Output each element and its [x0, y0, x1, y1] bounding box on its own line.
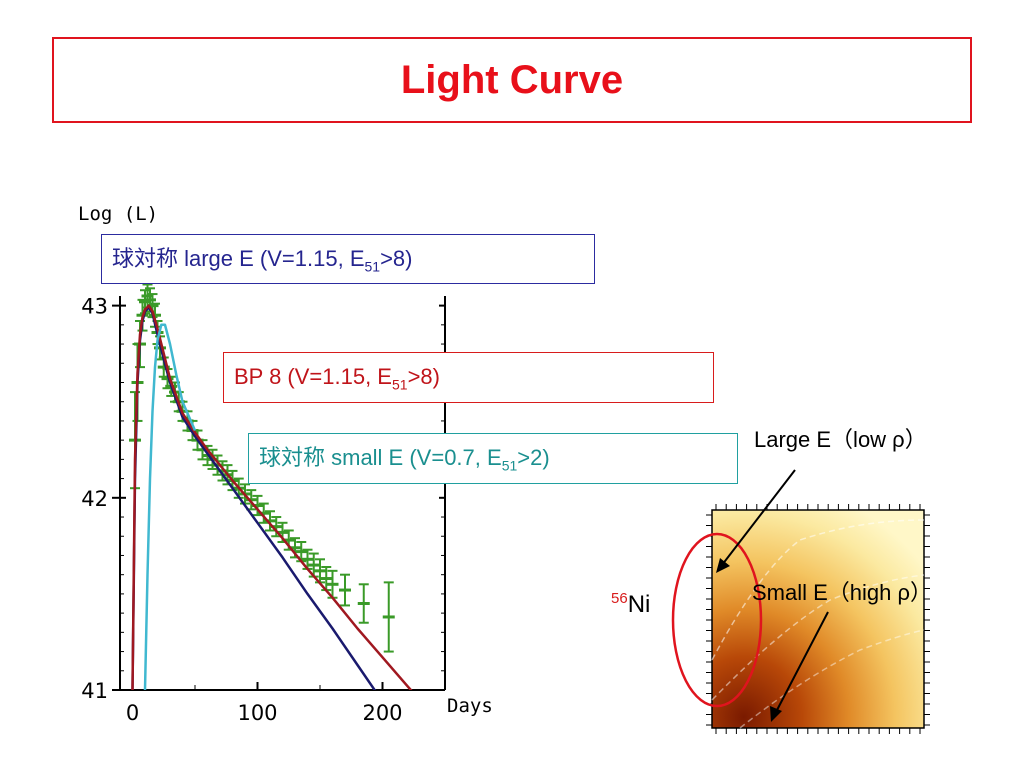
x-tick-label: 200 — [362, 701, 402, 725]
series-layer — [129, 283, 413, 690]
annotation-ni56: 56Ni — [611, 590, 650, 619]
data-point — [339, 573, 351, 607]
ni-region-ellipse — [671, 532, 763, 708]
x-tick-label: 100 — [237, 701, 277, 725]
ni-symbol: Ni — [627, 591, 651, 618]
legend-text: 球対称 small E (V=0.7, E — [259, 445, 502, 470]
legend-subscript: 51 — [364, 258, 381, 275]
contour-line — [739, 629, 925, 729]
ni-mass-number: 56 — [611, 590, 628, 607]
legend-spherical-large-e: 球対称 large E (V=1.15, E51>8) — [101, 234, 595, 284]
nickel-distribution-panel — [706, 504, 930, 734]
y-axis-label: Log (L) — [78, 203, 158, 225]
legend-text: >8) — [380, 246, 413, 271]
annotation-small-e: Small E（high ρ） — [752, 580, 933, 605]
x-axis-label: Days — [447, 695, 493, 717]
annotation-large-e: Large E（low ρ） — [754, 427, 927, 452]
contour-line — [711, 519, 925, 661]
legend-subscript: 51 — [501, 457, 518, 474]
x-tick-label: 0 — [126, 701, 139, 725]
data-point — [307, 552, 320, 578]
legend-text: 球対称 large E (V=1.15, E — [112, 246, 365, 271]
title-box: Light Curve — [52, 37, 972, 123]
legend-bp8: BP 8 (V=1.15, E51>8) — [223, 352, 714, 403]
small-e-arrow — [770, 611, 829, 722]
y-tick-label: 41 — [81, 679, 108, 703]
legend-text: >8) — [407, 364, 440, 389]
data-point — [314, 558, 326, 584]
data-point — [357, 583, 370, 624]
density-heatmap — [711, 509, 925, 729]
page-title: Light Curve — [400, 57, 624, 102]
axis-ticks: 41 42 43 0 100 200 — [81, 295, 446, 725]
data-point — [382, 581, 395, 653]
legend-text: BP 8 (V=1.15, E — [234, 364, 392, 389]
legend-text: >2) — [517, 445, 550, 470]
series-bp8-line — [131, 304, 413, 690]
y-tick-label: 42 — [81, 487, 108, 511]
series-small-e-line — [143, 323, 197, 690]
data-point — [270, 516, 283, 538]
large-e-arrow — [716, 469, 796, 573]
legend-subscript: 51 — [391, 376, 408, 393]
legend-spherical-small-e: 球対称 small E (V=0.7, E51>2) — [248, 433, 738, 484]
y-tick-label: 43 — [81, 295, 108, 319]
contour-line — [711, 574, 925, 701]
